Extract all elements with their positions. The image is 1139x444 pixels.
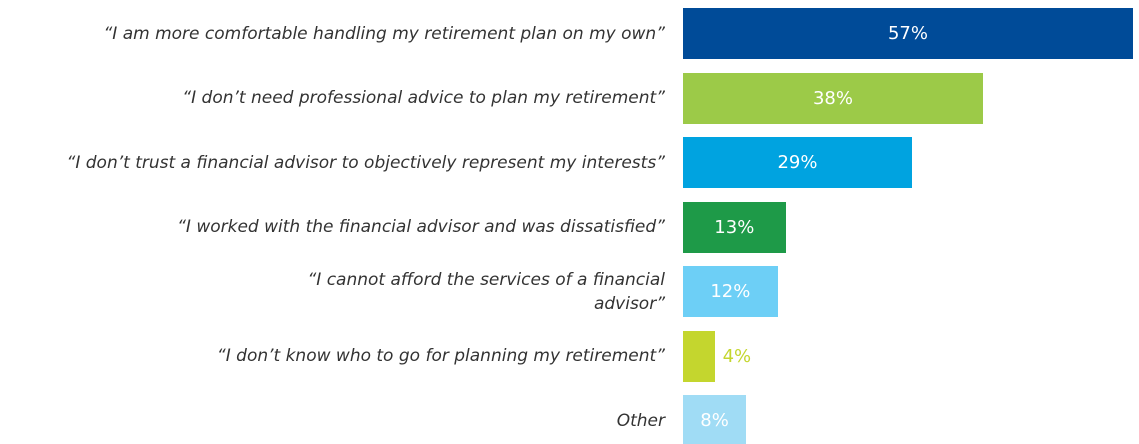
value-label: 13% [714,216,755,238]
category-label: Other [5,395,665,444]
category-text: “I am more comfortable handling my retir… [103,23,665,44]
category-text: “I don’t need professional advice to pla… [182,88,665,108]
category-text: “I worked with the financial advisor and… [177,217,665,237]
category-label: “I don’t trust a financial advisor to ob… [5,137,665,188]
bar [683,266,778,317]
bar [683,8,1133,59]
value-label: 29% [777,152,818,173]
category-label: “I cannot afford the services of a finan… [5,266,665,317]
value-label: 12% [710,281,751,302]
category-label: “I don’t know who to go for planning my … [5,331,665,382]
bar [683,330,715,382]
category-label: “I don’t need professional advice to pla… [5,73,665,124]
category-text: Other [616,410,665,431]
category-text: “I don’t trust a financial advisor to ob… [66,152,665,173]
bar [683,72,983,124]
category-label: “I am more comfortable handling my retir… [5,8,665,59]
bar [683,395,747,444]
bar [683,201,786,253]
category-label: “I worked with the financial advisor and… [5,202,665,253]
value-label: 38% [812,87,853,109]
value-label: 8% [700,410,729,431]
category-text: “I cannot afford the services of a finan… [307,269,665,314]
bar [683,137,912,188]
category-text: “I don’t know who to go for planning my … [216,346,665,366]
value-label: 57% [887,23,928,44]
value-label: 4% [722,345,752,367]
